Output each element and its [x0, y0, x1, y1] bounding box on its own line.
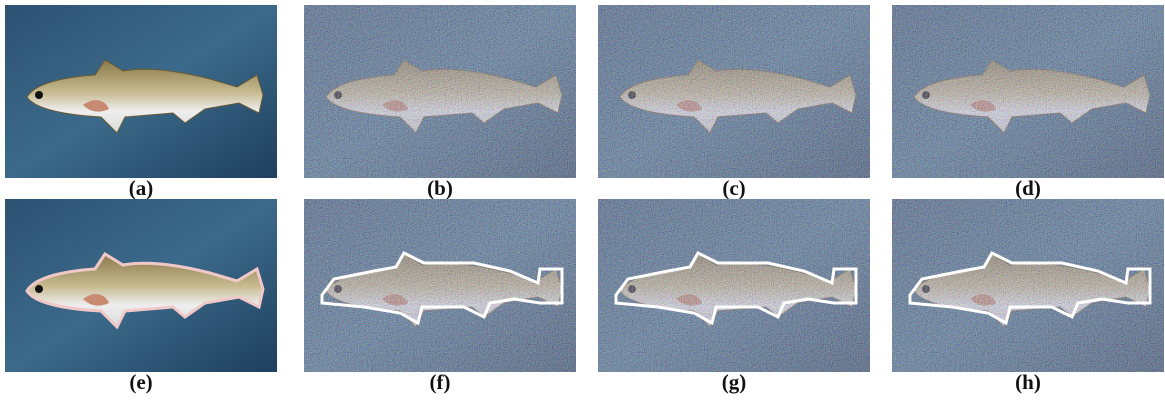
panel-label: (a): [129, 176, 154, 200]
fish-eye: [35, 285, 43, 293]
panel-label: (f): [430, 370, 451, 394]
panel: [598, 199, 870, 372]
noise: [598, 5, 870, 178]
noise: [598, 199, 870, 372]
noise: [892, 199, 1164, 372]
noise: [892, 5, 1164, 178]
panel: [892, 199, 1164, 372]
panel-label: (c): [722, 176, 745, 200]
noise: [304, 199, 576, 372]
panel-label: (d): [1015, 176, 1041, 200]
fish-eye: [35, 91, 43, 99]
panel-label: (g): [722, 370, 747, 394]
panel-label: (h): [1015, 370, 1041, 394]
panel: [598, 5, 870, 178]
panel: [304, 5, 576, 178]
noise: [304, 5, 576, 178]
figure: (a) (b) (c) (d) (e) (f) (g) (h): [0, 0, 1165, 410]
panel-label: (e): [129, 370, 152, 394]
panel-label: (b): [427, 176, 453, 200]
panel: [5, 199, 277, 372]
panel: [892, 5, 1164, 178]
panel: [304, 199, 576, 372]
panel: [5, 5, 277, 178]
